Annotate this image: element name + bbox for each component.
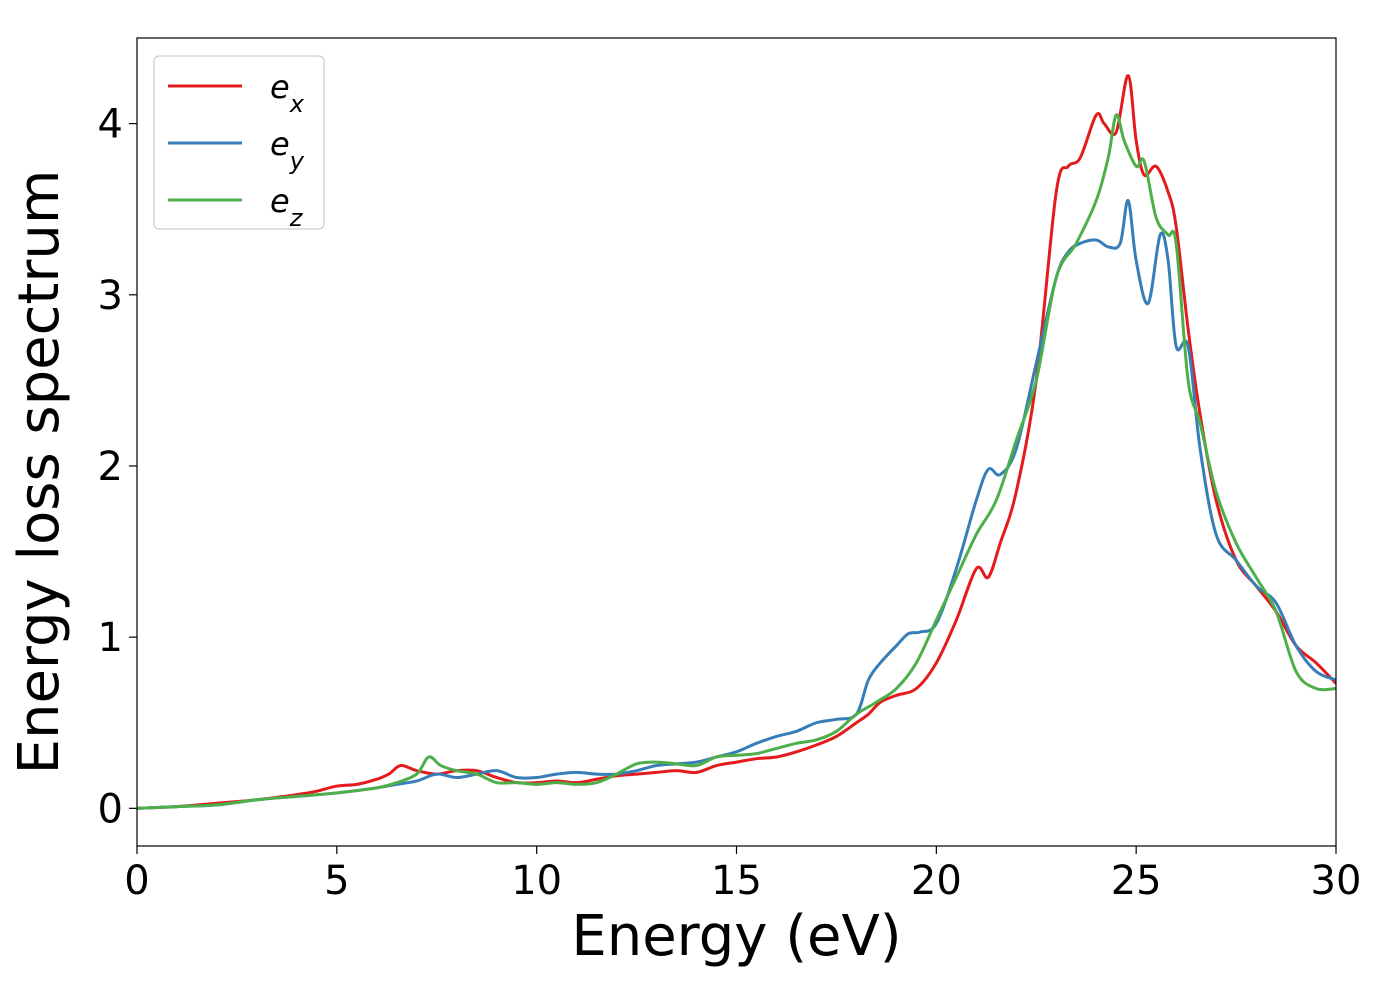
plot-area bbox=[136, 37, 1337, 847]
y-axis-ticks: 0 1 2 3 4 bbox=[98, 102, 137, 832]
series-line-z bbox=[137, 113, 1336, 810]
y-tick-label: 4 bbox=[98, 102, 123, 148]
x-tick-label: 5 bbox=[324, 858, 349, 904]
series-line-x bbox=[137, 74, 1336, 810]
y-axis-title: Energy loss spectrum bbox=[7, 170, 72, 775]
y-tick-label: 2 bbox=[98, 444, 123, 490]
x-tick-label: 25 bbox=[1111, 858, 1162, 904]
x-tick-label: 15 bbox=[711, 858, 762, 904]
series-line-y bbox=[137, 199, 1336, 810]
y-tick-label: 0 bbox=[98, 786, 123, 832]
x-axis-title: Energy (eV) bbox=[571, 904, 901, 969]
series-group bbox=[137, 74, 1336, 810]
x-tick-label: 0 bbox=[124, 858, 149, 904]
y-tick-label: 1 bbox=[98, 615, 123, 661]
x-tick-label: 30 bbox=[1311, 858, 1362, 904]
y-tick-label: 3 bbox=[98, 273, 123, 319]
x-tick-label: 20 bbox=[911, 858, 962, 904]
x-tick-label: 10 bbox=[511, 858, 562, 904]
x-axis-ticks: 0 5 10 15 20 25 30 bbox=[124, 846, 1361, 904]
